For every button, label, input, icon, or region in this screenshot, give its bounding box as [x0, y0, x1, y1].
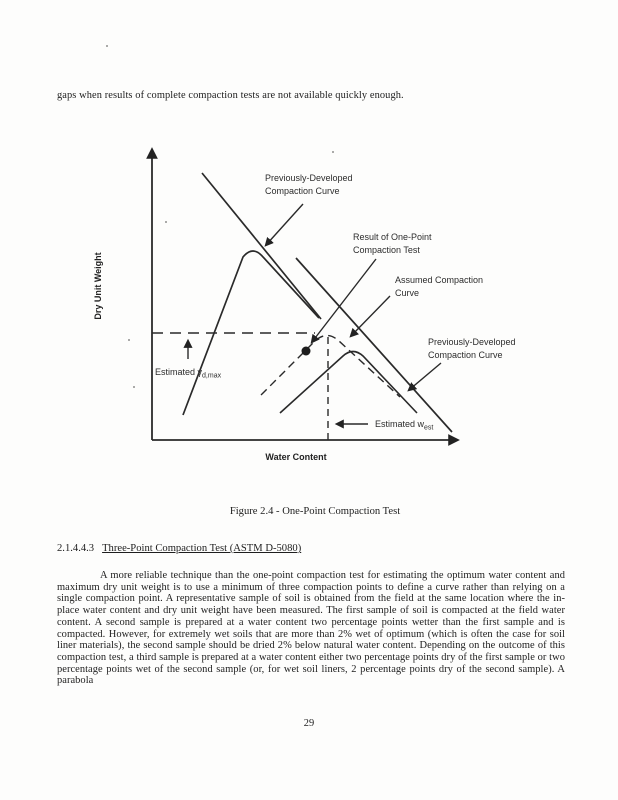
leader-arrow-one-point [310, 258, 377, 344]
section-title: Three-Point Compaction Test (ASTM D-5080… [102, 543, 302, 554]
label-one-point-line1: Result of One-Point [353, 232, 432, 242]
body-paragraph: A more reliable technique than the one-p… [57, 570, 565, 687]
figure-caption: Figure 2.4 - One-Point Compaction Test [229, 506, 401, 517]
compaction-figure-canvas: Previously-Developed Compaction Curve Re… [93, 147, 516, 462]
y-axis-label: Dry Unit Weight [93, 252, 103, 319]
compaction-line-right [295, 257, 453, 433]
compaction-curve-left [182, 250, 320, 416]
section-heading: 2.1.4.4.3 Three-Point Compaction Test (AS… [57, 543, 301, 554]
label-estimated-west: Estimated west [375, 419, 433, 432]
compaction-curve-right [279, 350, 418, 414]
leader-arrow-prev-right [407, 362, 442, 392]
scan-speck [106, 45, 108, 47]
leader-arrow-assumed [349, 295, 391, 338]
label-prev-curve-right-line1: Previously-Developed [428, 337, 516, 347]
label-one-point-line2: Compaction Test [353, 245, 420, 255]
x-axis-label: Water Content [265, 452, 326, 462]
leader-arrow-prev-left [264, 203, 304, 247]
scan-speck [128, 339, 130, 341]
label-assumed-line2: Curve [395, 288, 419, 298]
one-point-result-dot [301, 346, 311, 356]
scan-speck [165, 221, 167, 223]
figure-one-point-compaction-test: Previously-Developed Compaction Curve Re… [85, 138, 555, 478]
label-estimated-gamma-max: Estimated γd,max [155, 367, 222, 380]
label-prev-curve-left-line2: Compaction Curve [265, 186, 340, 196]
section-number: 2.1.4.4.3 [57, 543, 95, 554]
label-prev-curve-left-line1: Previously-Developed [265, 173, 353, 183]
compaction-line-left [201, 172, 322, 320]
scan-speck [332, 151, 334, 153]
label-prev-curve-right-line2: Compaction Curve [428, 350, 503, 360]
label-assumed-line1: Assumed Compaction [395, 275, 483, 285]
page-number: 29 [303, 718, 315, 729]
intro-sentence: gaps when results of complete compaction… [57, 90, 404, 101]
scan-speck [133, 386, 135, 388]
